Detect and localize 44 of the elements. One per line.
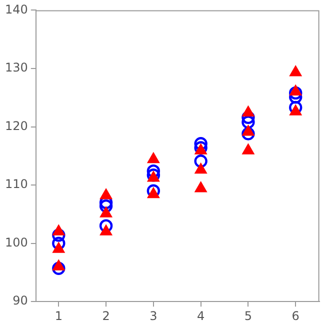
point — [242, 144, 254, 154]
point — [242, 116, 255, 129]
point — [289, 100, 302, 114]
y-tick-label: 140 — [5, 2, 28, 16]
point — [147, 187, 160, 198]
point — [52, 242, 65, 253]
point — [289, 84, 302, 96]
point — [52, 224, 65, 236]
point — [194, 144, 207, 154]
point — [242, 125, 254, 136]
point — [289, 104, 302, 116]
point — [242, 110, 255, 124]
point — [146, 184, 160, 198]
x-tick-label: 1 — [54, 308, 62, 323]
y-tick-label: 90 — [12, 294, 28, 308]
point — [147, 152, 160, 164]
point — [194, 182, 207, 192]
point — [194, 162, 207, 174]
x-tick-label: 3 — [150, 308, 158, 323]
point — [289, 66, 302, 76]
point — [146, 164, 160, 178]
x-tick-label: 4 — [197, 308, 205, 323]
point — [100, 206, 112, 218]
point — [289, 86, 302, 100]
x-tick-label: 6 — [292, 308, 300, 323]
point — [52, 236, 66, 250]
point — [52, 260, 65, 270]
x-tick-label: 2 — [102, 308, 110, 323]
point — [100, 188, 112, 200]
point — [99, 199, 113, 213]
point — [242, 106, 254, 117]
y-tick-label: 100 — [5, 235, 28, 250]
point — [52, 262, 66, 275]
point — [99, 219, 113, 232]
point — [194, 137, 208, 150]
y-tick-label: 110 — [5, 177, 28, 192]
y-tick-label: 120 — [5, 118, 28, 133]
point — [52, 228, 66, 242]
y-tick-label: 130 — [5, 60, 28, 75]
point — [194, 154, 208, 168]
point — [100, 224, 112, 236]
point — [147, 171, 160, 182]
x-tick-label: 5 — [244, 308, 252, 323]
point — [242, 127, 255, 140]
